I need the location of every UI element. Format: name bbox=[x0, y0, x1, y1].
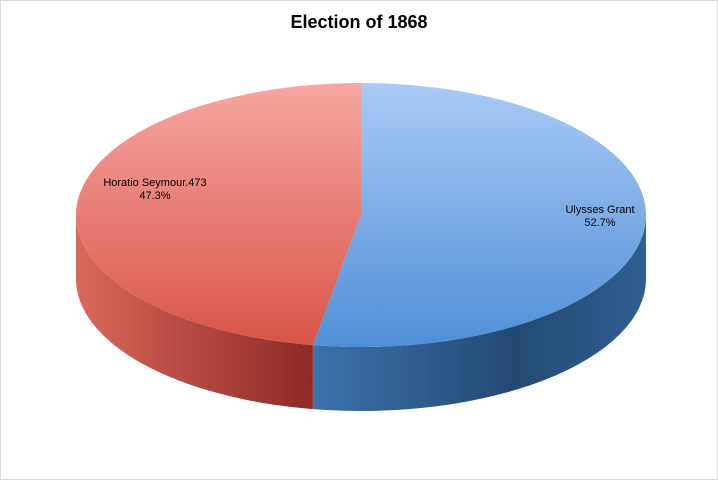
pie-slice-horatio-seymour bbox=[76, 83, 361, 346]
data-label-horatio-seymour: Horatio Seymour.473 47.3% bbox=[103, 177, 206, 202]
pie-side-ulysses-grant bbox=[312, 215, 646, 411]
data-label-ulysses-grant: Ulysses Grant 52.7% bbox=[565, 204, 634, 229]
pie-slice-ulysses-grant bbox=[312, 83, 647, 347]
chart-title: Election of 1868 bbox=[290, 12, 428, 32]
pie-side-horatio-seymour bbox=[76, 215, 313, 410]
